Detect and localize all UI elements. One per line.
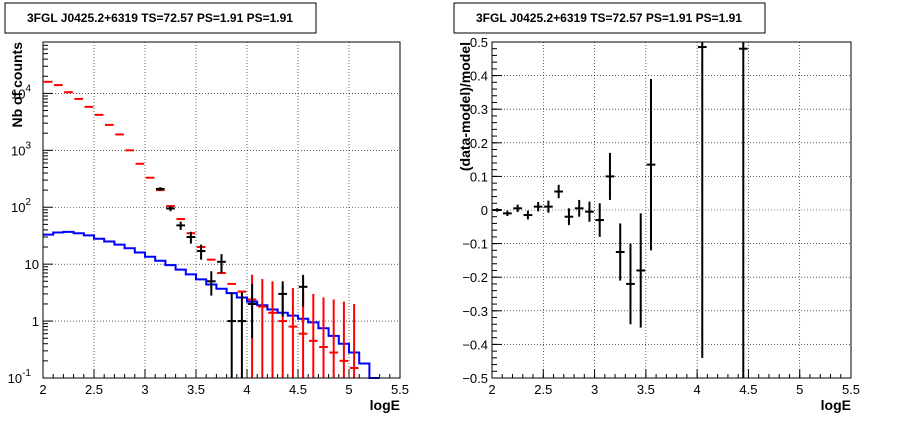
right-x-tick-label-1: 2.5 bbox=[534, 382, 552, 397]
right-series-0-point-4 bbox=[533, 201, 543, 212]
left-title-box bbox=[4, 2, 317, 34]
right-title: 3FGL J0425.2+6319 TS=72.57 PS=1.91 PS=1.… bbox=[476, 11, 742, 25]
left-series-2-point-11 bbox=[298, 274, 308, 307]
right-series-0-point-12 bbox=[615, 223, 625, 281]
left-chart-marks bbox=[43, 80, 380, 379]
left-x-axis-title: logE bbox=[370, 397, 400, 413]
left-series-2-point-0 bbox=[155, 187, 165, 191]
right-y-tick-label-5: 0 bbox=[481, 203, 488, 218]
right-series-0-point-14 bbox=[636, 213, 646, 328]
right-series-0-point-6 bbox=[554, 184, 564, 199]
left-x-tick-label-7: 5.5 bbox=[391, 382, 409, 397]
left-series-2-point-10 bbox=[278, 281, 288, 317]
left-series-0-step-line bbox=[43, 230, 380, 379]
left-series-1-point-22 bbox=[268, 281, 277, 378]
left-y-tick-exponent-5: 4 bbox=[25, 83, 31, 94]
left-series-2-point-2 bbox=[176, 221, 186, 230]
left-series-1-point-21 bbox=[257, 278, 267, 378]
right-series-0-point-5 bbox=[544, 200, 553, 213]
left-series-1-point-30 bbox=[349, 303, 359, 378]
right-x-tick-label-4: 4 bbox=[694, 382, 701, 397]
left-x-tick-label-3: 3.5 bbox=[187, 382, 205, 397]
left-x-tick-label-2: 3 bbox=[141, 382, 148, 397]
right-x-tick-label-0: 2 bbox=[488, 382, 495, 397]
right-y-tick-label-8: 0.3 bbox=[470, 102, 488, 117]
right-series-0-point-7 bbox=[564, 208, 574, 226]
left-y-tick-label-2: 10 bbox=[25, 257, 39, 272]
left-y-tick-label-0: 10-1 bbox=[8, 368, 32, 386]
left-y-tick-exponent-4: 3 bbox=[25, 140, 31, 151]
right-y-tick-label-2: −0.3 bbox=[462, 304, 488, 319]
right-panel: 3FGL J0425.2+6319 TS=72.57 PS=1.91 PS=1.… bbox=[453, 2, 860, 413]
right-y-tick-label-0: −0.5 bbox=[462, 371, 488, 386]
right-x-tick-label-7: 5.5 bbox=[842, 382, 860, 397]
left-title: 3FGL J0425.2+6319 TS=72.57 PS=1.91 PS=1.… bbox=[27, 11, 293, 25]
left-y-tick-label-1: 1 bbox=[32, 314, 39, 329]
right-y-tick-label-3: −0.2 bbox=[462, 270, 488, 285]
right-x-tick-label-5: 4.5 bbox=[739, 382, 757, 397]
left-x-tick-label-1: 2.5 bbox=[85, 382, 103, 397]
right-series-0-point-2 bbox=[513, 204, 523, 213]
right-y-tick-label-1: −0.4 bbox=[462, 337, 488, 352]
right-series-0-point-17 bbox=[738, 42, 748, 378]
right-y-axis-title: (data-model)/model bbox=[457, 42, 473, 171]
right-series-0-point-10 bbox=[595, 203, 605, 237]
right-y-tick-label-10: 0.5 bbox=[470, 35, 488, 50]
right-x-tick-label-6: 5 bbox=[796, 382, 803, 397]
left-series-2-point-9 bbox=[247, 283, 257, 339]
left-series-2-point-7 bbox=[227, 292, 237, 378]
left-series-2-point-6 bbox=[217, 254, 226, 273]
left-x-tick-label-0: 2 bbox=[39, 382, 46, 397]
right-series-0-point-8 bbox=[574, 199, 584, 217]
left-y-tick-exponent-3: 2 bbox=[25, 197, 31, 208]
left-x-tick-label-6: 5 bbox=[345, 382, 352, 397]
left-series-2-point-4 bbox=[196, 244, 206, 260]
right-chart-marks bbox=[492, 42, 748, 378]
left-x-tick-label-5: 4.5 bbox=[289, 382, 307, 397]
left-series-1-point-26 bbox=[308, 293, 318, 378]
right-y-tick-label-9: 0.4 bbox=[470, 69, 488, 84]
right-series-0-point-13 bbox=[626, 243, 635, 325]
left-series-1-point-28 bbox=[329, 299, 339, 378]
right-x-axis-title: logE bbox=[821, 397, 851, 413]
left-panel: 3FGL J0425.2+6319 TS=72.57 PS=1.91 PS=1.… bbox=[4, 2, 409, 413]
left-y-axis-title: Nb of counts bbox=[9, 42, 25, 128]
right-x-tick-label-3: 3.5 bbox=[637, 382, 655, 397]
right-y-tick-label-7: 0.2 bbox=[470, 136, 488, 151]
right-title-box bbox=[453, 2, 766, 34]
right-series-0-point-1 bbox=[503, 210, 512, 217]
left-series-2-point-5 bbox=[206, 271, 216, 296]
left-series-1-point-29 bbox=[339, 301, 349, 378]
left-y-tick-label-3: 102 bbox=[11, 197, 31, 215]
left-series-1-point-27 bbox=[319, 297, 328, 378]
right-y-tick-label-4: −0.1 bbox=[462, 237, 488, 252]
right-series-0-point-0 bbox=[492, 208, 502, 212]
right-series-0-point-11 bbox=[605, 152, 615, 200]
right-gridlines bbox=[491, 41, 852, 379]
left-y-tick-exponent-0: -1 bbox=[22, 368, 31, 379]
right-series-0-point-9 bbox=[585, 201, 594, 222]
right-axis-ticks: 2 2.5 3 3.5 4 4.5 5 5.5 −0.5 −0.4 −0.3 −0.2 −0.1 0 0.1… bbox=[462, 35, 860, 397]
right-series-0-point-3 bbox=[523, 210, 533, 220]
left-series-2-point-1 bbox=[166, 206, 175, 212]
right-x-tick-label-2: 3 bbox=[591, 382, 598, 397]
right-plot-frame bbox=[491, 41, 852, 379]
left-y-tick-label-4: 103 bbox=[11, 140, 31, 158]
right-series-0-point-16 bbox=[697, 42, 707, 358]
right-series-0-point-15 bbox=[646, 78, 656, 251]
left-series-1-point-24 bbox=[288, 288, 298, 378]
left-series-2-point-3 bbox=[186, 231, 196, 244]
left-series-2-point-8 bbox=[237, 292, 247, 378]
left-gridlines bbox=[42, 42, 401, 379]
left-x-tick-label-4: 4 bbox=[243, 382, 250, 397]
right-y-tick-label-6: 0.1 bbox=[470, 169, 488, 184]
left-plot-frame bbox=[42, 41, 401, 379]
